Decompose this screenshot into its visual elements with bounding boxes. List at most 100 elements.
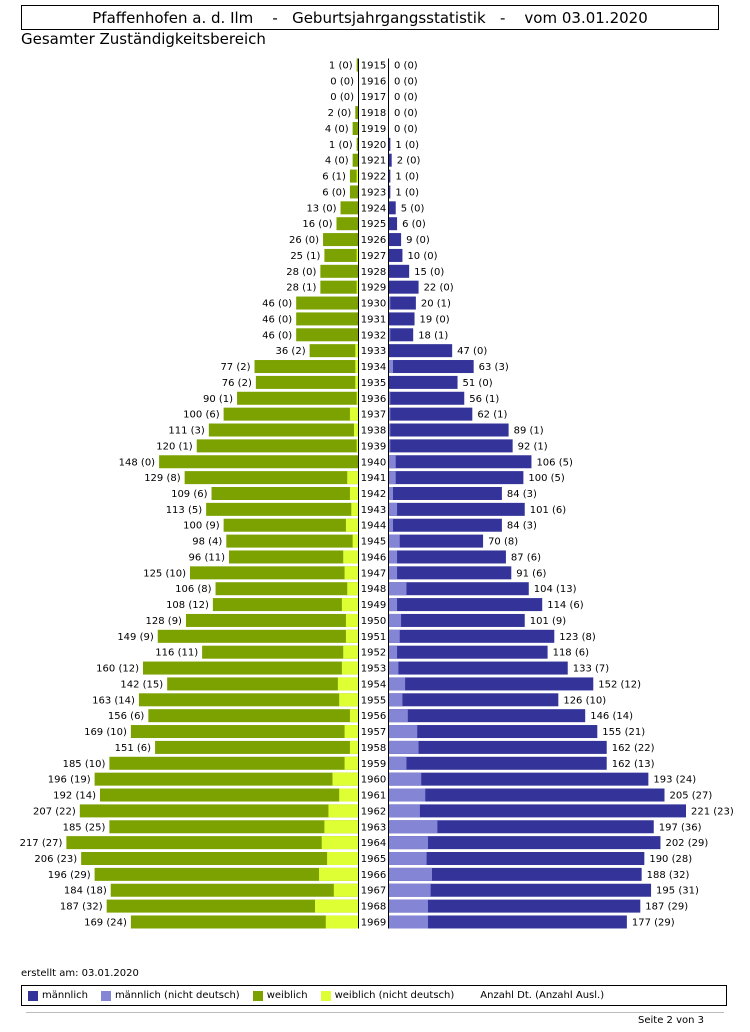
data-label-female: 28 (0) bbox=[286, 267, 316, 278]
bar-female bbox=[215, 582, 358, 596]
bar-male bbox=[389, 391, 465, 405]
year-label: 1921 bbox=[361, 156, 386, 167]
bar-male bbox=[389, 550, 506, 564]
bar-female-foreign bbox=[344, 725, 358, 739]
data-label-female: 185 (25) bbox=[63, 822, 106, 833]
year-label: 1926 bbox=[361, 235, 386, 246]
data-label-male: 0 (0) bbox=[394, 61, 418, 72]
data-label-female: 0 (0) bbox=[330, 76, 354, 87]
data-label-male: 84 (3) bbox=[507, 489, 537, 500]
bar-male-foreign bbox=[389, 439, 391, 453]
data-label-female: 36 (2) bbox=[276, 346, 306, 357]
data-label-male: 0 (0) bbox=[394, 108, 418, 119]
bar-male bbox=[389, 439, 513, 453]
bar-female-foreign bbox=[355, 375, 358, 389]
data-label-female: 46 (0) bbox=[262, 299, 292, 310]
bar-male bbox=[389, 375, 458, 389]
year-label: 1960 bbox=[361, 775, 386, 786]
data-label-male: 5 (0) bbox=[401, 203, 425, 214]
bar-female bbox=[309, 344, 358, 358]
bar-male bbox=[389, 756, 607, 770]
bar-male-foreign bbox=[389, 598, 398, 612]
data-label-female: 128 (9) bbox=[146, 616, 183, 627]
data-label-male: 106 (5) bbox=[536, 457, 573, 468]
bar-male bbox=[389, 836, 661, 850]
data-label-female: 185 (10) bbox=[63, 759, 106, 770]
bar-female bbox=[130, 725, 358, 739]
bar-female bbox=[355, 106, 358, 120]
data-label-female: 169 (10) bbox=[84, 727, 127, 738]
bar-female-foreign bbox=[332, 772, 358, 786]
bar-male bbox=[389, 820, 654, 834]
bar-female bbox=[296, 296, 358, 310]
data-label-male: 18 (1) bbox=[418, 330, 448, 341]
bar-male bbox=[389, 423, 509, 437]
data-label-male: 51 (0) bbox=[463, 378, 493, 389]
data-label-male: 101 (6) bbox=[530, 505, 567, 516]
bar-male bbox=[389, 185, 391, 199]
bar-female-foreign bbox=[339, 788, 358, 802]
data-label-male: 0 (0) bbox=[394, 76, 418, 87]
bar-female-foreign bbox=[352, 534, 358, 548]
bar-male bbox=[389, 709, 586, 723]
bar-female bbox=[211, 486, 358, 500]
year-label: 1928 bbox=[361, 267, 386, 278]
year-label: 1916 bbox=[361, 76, 386, 87]
bar-female bbox=[206, 502, 358, 516]
data-label-female: 90 (1) bbox=[203, 394, 233, 405]
bar-female bbox=[296, 312, 358, 326]
bar-female bbox=[148, 709, 358, 723]
bar-female-foreign bbox=[349, 407, 358, 421]
data-label-female: 108 (12) bbox=[166, 600, 209, 611]
page-number: Seite 2 von 3 bbox=[638, 1015, 704, 1026]
data-label-male: 91 (6) bbox=[516, 568, 546, 579]
bar-female bbox=[352, 153, 358, 167]
data-label-female: 151 (6) bbox=[115, 743, 152, 754]
data-label-female: 125 (10) bbox=[143, 568, 186, 579]
bar-male bbox=[389, 772, 649, 786]
bar-male-foreign bbox=[389, 328, 391, 342]
data-label-male: 0 (0) bbox=[394, 124, 418, 135]
bar-male bbox=[389, 312, 415, 326]
year-label: 1954 bbox=[361, 679, 386, 690]
data-label-female: 16 (0) bbox=[302, 219, 332, 230]
data-label-female: 1 (0) bbox=[329, 140, 353, 151]
bar-male-foreign bbox=[389, 518, 394, 532]
data-label-male: 22 (0) bbox=[424, 283, 454, 294]
data-label-female: 46 (0) bbox=[262, 314, 292, 325]
data-label-male: 187 (29) bbox=[645, 902, 688, 913]
year-label: 1948 bbox=[361, 584, 386, 595]
bar-male-foreign bbox=[389, 899, 428, 913]
data-label-female: 6 (0) bbox=[322, 187, 346, 198]
data-label-male: 63 (3) bbox=[479, 362, 509, 373]
data-label-male: 2 (0) bbox=[397, 156, 421, 167]
bar-male-foreign bbox=[389, 725, 418, 739]
year-label: 1942 bbox=[361, 489, 386, 500]
bar-female bbox=[155, 740, 358, 754]
bar-female-foreign bbox=[347, 471, 358, 485]
bar-female bbox=[109, 820, 358, 834]
bar-female bbox=[320, 264, 358, 278]
bar-female bbox=[208, 423, 358, 437]
bar-male-foreign bbox=[389, 566, 398, 580]
data-label-male: 1 (0) bbox=[395, 187, 419, 198]
year-label: 1946 bbox=[361, 552, 386, 563]
data-label-male: 123 (8) bbox=[559, 632, 596, 643]
bar-male bbox=[389, 677, 594, 691]
bar-female-foreign bbox=[349, 740, 358, 754]
data-label-female: 6 (1) bbox=[322, 172, 346, 183]
bar-male bbox=[389, 296, 416, 310]
bar-female-foreign bbox=[355, 360, 358, 374]
bar-male bbox=[389, 598, 543, 612]
bar-female-foreign bbox=[344, 566, 358, 580]
data-label-male: 56 (1) bbox=[469, 394, 499, 405]
bar-male bbox=[389, 201, 396, 215]
data-label-female: 28 (1) bbox=[286, 283, 316, 294]
data-label-male: 47 (0) bbox=[457, 346, 487, 357]
year-label: 1917 bbox=[361, 92, 386, 103]
data-label-female: 129 (8) bbox=[144, 473, 181, 484]
bar-female bbox=[202, 645, 358, 659]
bar-female-foreign bbox=[343, 645, 358, 659]
bar-male-foreign bbox=[389, 820, 438, 834]
data-label-male: 193 (24) bbox=[653, 775, 696, 786]
